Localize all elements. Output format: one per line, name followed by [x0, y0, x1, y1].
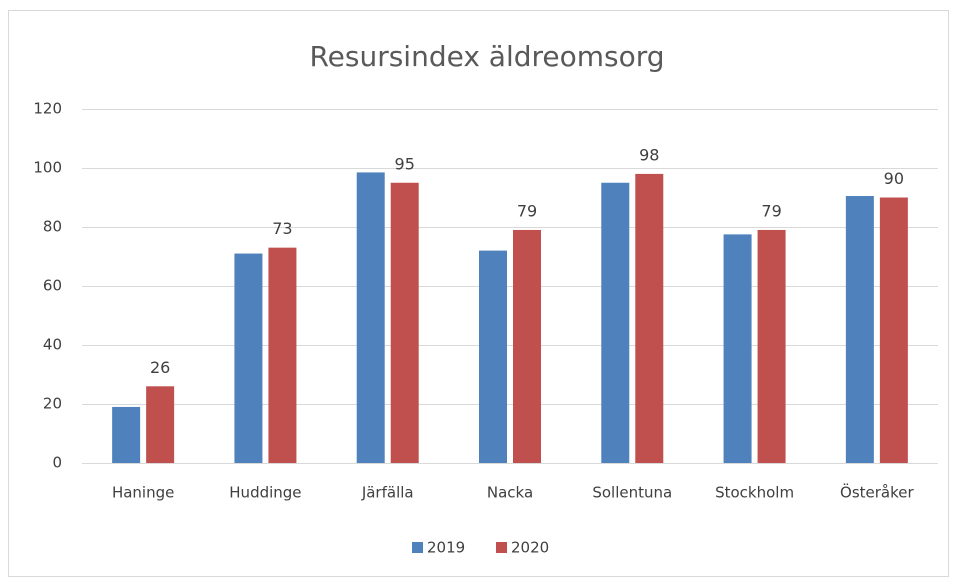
bar: [234, 253, 263, 463]
data-label: 90: [884, 169, 904, 188]
bar: [845, 196, 874, 463]
data-label: 79: [517, 201, 537, 220]
bar: [356, 172, 385, 464]
y-tick-label: 20: [43, 395, 62, 413]
legend-label: 2020: [511, 539, 549, 557]
data-label: 98: [639, 145, 659, 164]
data-label: 26: [150, 358, 170, 377]
data-label: 79: [761, 201, 781, 220]
data-label: 95: [395, 154, 415, 173]
chart-title: Resursindex äldreomsorg: [309, 40, 664, 73]
x-tick-label: Österåker: [840, 483, 914, 502]
y-tick-label: 0: [52, 454, 62, 472]
legend-swatch: [412, 542, 423, 553]
x-tick-label: Huddinge: [229, 484, 301, 502]
y-tick-label: 60: [43, 277, 62, 295]
x-tick-label: Järfälla: [361, 484, 414, 502]
bar: [635, 173, 664, 463]
bar: [879, 197, 908, 463]
x-tick-label: Sollentuna: [592, 484, 672, 502]
bar: [390, 182, 419, 463]
chart-border: [8, 10, 949, 577]
bar: [513, 229, 541, 463]
bar: [757, 229, 786, 463]
y-tick-label: 120: [33, 100, 62, 118]
bar: [601, 182, 630, 463]
y-tick-label: 100: [33, 159, 62, 177]
y-tick-label: 40: [43, 336, 62, 354]
bar: [146, 386, 175, 463]
x-tick-label: Stockholm: [715, 484, 794, 502]
data-label: 73: [272, 219, 292, 238]
bar: [268, 247, 297, 463]
x-tick-label: Nacka: [487, 484, 533, 502]
legend-swatch: [496, 542, 507, 553]
bar: [112, 406, 141, 463]
bar: [479, 250, 507, 463]
x-tick-label: Haninge: [112, 484, 174, 502]
legend-label: 2019: [427, 539, 465, 557]
bar: [723, 234, 752, 463]
y-tick-label: 80: [43, 218, 62, 236]
